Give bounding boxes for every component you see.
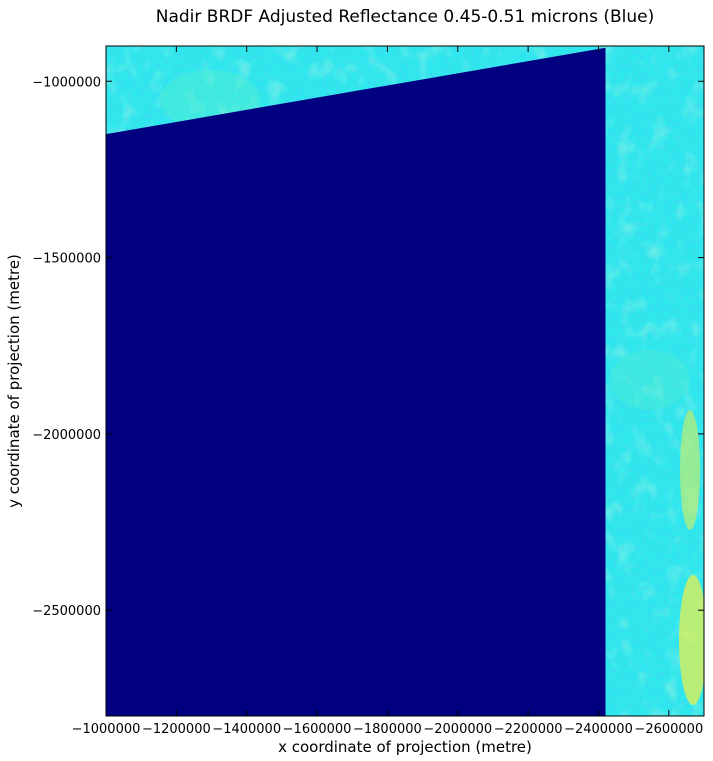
x-tick-label: −2200000	[494, 722, 563, 737]
x-tick-label: −2400000	[564, 722, 633, 737]
x-tick-label: −2000000	[423, 722, 492, 737]
plot-area	[106, 46, 704, 716]
plot-frame	[105, 45, 705, 717]
lighter-patch-right	[610, 350, 690, 410]
x-tick-label: −1600000	[283, 722, 352, 737]
x-tick-label: −1400000	[212, 722, 281, 737]
chart-title: Nadir BRDF Adjusted Reflectance 0.45-0.5…	[156, 7, 654, 27]
x-tick-label: −1000000	[72, 722, 141, 737]
x-axis: −1000000 −1200000 −1400000 −1600000 −1800000…	[72, 46, 703, 737]
no-data-wedge	[106, 47, 606, 716]
x-tick-label: −1200000	[142, 722, 211, 737]
x-tick-label: −1800000	[353, 722, 422, 737]
yellow-patch-edge-lower	[679, 575, 704, 705]
x-axis-label: x coordinate of projection (metre)	[278, 738, 532, 756]
y-axis: −1000000 −1500000 −2000000 −2500000	[32, 75, 704, 619]
y-tick-label: −2000000	[32, 428, 101, 443]
x-tick-label: −2600000	[634, 722, 703, 737]
y-tick-label: −1500000	[32, 252, 101, 267]
yellow-patch-edge-upper	[680, 410, 700, 530]
y-tick-label: −2500000	[32, 604, 101, 619]
y-axis-label: y coordinate of projection (metre)	[5, 254, 23, 508]
y-tick-label: −1000000	[32, 75, 101, 90]
